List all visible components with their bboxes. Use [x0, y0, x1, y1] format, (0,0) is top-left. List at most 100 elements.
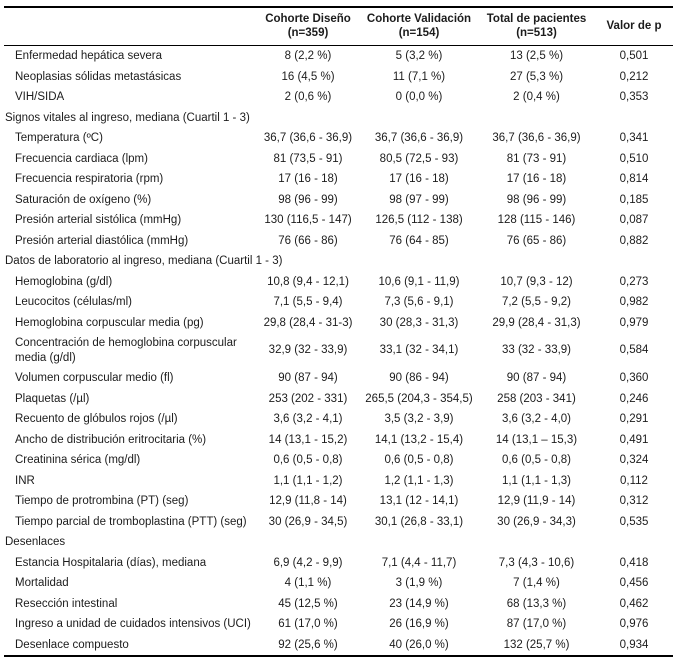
- table-row: Leucocitos (células/ml) 7,1 (5,5 - 9,4) 7,…: [4, 292, 673, 313]
- cell-p-value: 0,273: [619, 275, 649, 288]
- table-row: Plaquetas (/µl) 253 (202 - 331) 265,5 (204…: [4, 389, 673, 410]
- cell-value: 1,1 (1,1 - 1,3): [501, 474, 572, 487]
- row-label: Desenlace compuesto: [15, 638, 129, 651]
- row-label: Neoplasias sólidas metastásicas: [15, 70, 182, 83]
- cell-value: 90 (87 - 94): [506, 372, 567, 384]
- cell-value: 12,9 (11,9 - 14): [497, 495, 576, 507]
- section-header-row: Signos vitales al ingreso, mediana (Cuar…: [4, 108, 673, 129]
- header-empty-cell: [4, 7, 256, 46]
- table-row: Desenlace compuesto 92 (25,6 %) 40 (26,0 %…: [4, 635, 673, 657]
- cell-p-value: 0,501: [619, 50, 649, 62]
- cell-value: 30 (26,9 - 34,3): [497, 515, 576, 528]
- cell-value: 98 (96 - 99): [506, 193, 567, 206]
- cell-value: 40 (26,0 %): [389, 638, 449, 651]
- cell-p-value: 0,360: [619, 372, 649, 384]
- cell-p-value: 0,462: [619, 597, 649, 610]
- table-row: Hemoglobina (g/dl) 10,8 (9,4 - 12,1) 10,6 …: [4, 272, 673, 293]
- cell-value: 29,9 (28,4 - 31,3): [492, 316, 581, 329]
- table-row: VIH/SIDA 2 (0,6 %) 0 (0,0 %) 2 (0,4 %) 0,353: [4, 87, 673, 108]
- cell-p-value: 0,510: [619, 152, 649, 165]
- cell-value: 130 (116,5 - 147): [264, 214, 352, 226]
- header-label: Cohorte Validación: [366, 13, 472, 25]
- cell-value: 0,6 (0,5 - 0,8): [384, 454, 454, 466]
- cell-value: 3,5 (3,2 - 3,9): [384, 413, 454, 425]
- section-header-label: Desenlaces: [5, 536, 66, 548]
- cell-value: 30,1 (26,8 - 33,1): [374, 515, 464, 528]
- cell-value: 36,7 (36,6 - 36,9): [263, 132, 353, 144]
- cell-value: 10,8 (9,4 - 12,1): [267, 275, 349, 288]
- cell-value: 132 (25,7 %): [503, 638, 570, 651]
- table-row: Tiempo de protrombina (PT) (seg) 12,9 (11…: [4, 491, 673, 512]
- table-row: Temperatura (ºC) 36,7 (36,6 - 36,9) 36,7 (…: [4, 128, 673, 149]
- cell-value: 87 (17,0 %): [506, 618, 567, 630]
- table-row: Saturación de oxígeno (%) 98 (96 - 99) 98 …: [4, 190, 673, 211]
- cell-p-value: 0,976: [619, 618, 649, 630]
- row-label: Mortalidad: [15, 577, 69, 589]
- cell-value: 32,9 (32 - 33,9): [268, 344, 348, 357]
- cell-value: 17 (16 - 18): [278, 173, 338, 185]
- cell-value: 253 (202 - 331): [268, 392, 348, 405]
- cell-p-value: 0,584: [619, 344, 649, 357]
- cell-value: 61 (17,0 %): [278, 618, 338, 630]
- cell-value: 80,5 (72,5 - 93): [379, 152, 459, 165]
- section-header-label: Signos vitales al ingreso, mediana (Cuar…: [5, 111, 250, 124]
- row-label: Temperatura (ºC): [15, 132, 103, 144]
- table-row: Enfermedad hepática severa 8 (2,2 %) 5 (3,…: [4, 46, 673, 67]
- cell-value: 10,7 (9,3 - 12): [500, 275, 573, 288]
- cell-value: 33,1 (32 - 34,1): [379, 344, 459, 357]
- cell-p-value: 0,353: [619, 91, 649, 103]
- cell-p-value: 0,087: [619, 214, 649, 226]
- row-label: Hemoglobina corpuscular media (pg): [15, 316, 204, 329]
- cell-p-value: 0,291: [619, 413, 649, 425]
- row-label: Concentración de hemoglobina corpuscular…: [15, 337, 237, 364]
- cell-value: 76 (66 - 86): [278, 234, 338, 247]
- cell-value: 7,1 (4,4 - 11,7): [381, 556, 457, 569]
- cell-value: 5 (3,2 %): [395, 50, 443, 62]
- table-row: Estancia Hospitalaria (días), mediana 6,9…: [4, 553, 673, 574]
- clinical-comparison-table: Cohorte Diseño (n=359) Cohorte Validació…: [4, 6, 673, 657]
- section-header-row: Desenlaces: [4, 532, 673, 553]
- cell-value: 23 (14,9 %): [389, 597, 449, 610]
- cell-p-value: 0,341: [619, 132, 649, 144]
- cell-p-value: 0,934: [619, 638, 649, 651]
- section-header-row: Datos de laboratorio al ingreso, mediana…: [4, 251, 673, 272]
- cell-value: 10,6 (9,1 - 11,9): [378, 275, 460, 288]
- row-label: Ingreso a unidad de cuidados intensivos …: [15, 618, 251, 630]
- table-row: Tiempo parcial de tromboplastina (PTT) (…: [4, 512, 673, 533]
- header-cohorte-diseno: Cohorte Diseño (n=359): [256, 7, 360, 46]
- row-label: Plaquetas (/µl): [15, 392, 90, 405]
- cell-value: 128 (115 - 146): [497, 214, 576, 226]
- header-sublabel: (n=359): [287, 27, 329, 39]
- cell-value: 17 (16 - 18): [506, 173, 567, 185]
- cell-value: 258 (203 - 341): [497, 392, 576, 405]
- cell-value: 13 (2,5 %): [509, 50, 564, 62]
- table-row: Frecuencia cardiaca (lpm) 81 (73,5 - 91) 8…: [4, 149, 673, 170]
- header-row: Cohorte Diseño (n=359) Cohorte Validació…: [4, 7, 673, 46]
- table-header: Cohorte Diseño (n=359) Cohorte Validació…: [4, 7, 673, 46]
- cell-value: 81 (73,5 - 91): [273, 152, 343, 165]
- table-row: Ancho de distribución eritrocitaria (%) 1…: [4, 430, 673, 451]
- cell-value: 90 (86 - 94): [389, 372, 449, 384]
- cell-value: 3 (1,9 %): [395, 577, 443, 589]
- cell-value: 14,1 (13,2 - 15,4): [374, 433, 464, 446]
- cell-p-value: 0,324: [619, 454, 649, 466]
- table-row: Frecuencia respiratoria (rpm) 17 (16 - 18…: [4, 169, 673, 190]
- cell-value: 265,5 (204,3 - 354,5): [365, 392, 473, 405]
- cell-p-value: 0,312: [619, 495, 649, 507]
- cell-value: 76 (65 - 86): [506, 234, 567, 247]
- row-label: Frecuencia respiratoria (rpm): [15, 173, 164, 185]
- row-label: Ancho de distribución eritrocitaria (%): [15, 433, 207, 446]
- table-row: Concentración de hemoglobina corpuscular…: [4, 333, 673, 368]
- cell-value: 0,6 (0,5 - 0,8): [273, 454, 343, 466]
- cell-value: 17 (16 - 18): [389, 173, 449, 185]
- cell-value: 81 (73 - 91): [506, 152, 567, 165]
- cell-value: 33 (32 - 33,9): [501, 344, 572, 357]
- table-row: Hemoglobina corpuscular media (pg) 29,8 (…: [4, 313, 673, 334]
- table-row: Presión arterial sistólica (mmHg) 130 (11…: [4, 210, 673, 231]
- row-label: Hemoglobina (g/dl): [15, 275, 113, 288]
- table-body: Enfermedad hepática severa 8 (2,2 %) 5 (3,…: [4, 46, 673, 657]
- cell-value: 30 (26,9 - 34,5): [268, 515, 348, 528]
- table-row: Recuento de glóbulos rojos (/µl) 3,6 (3,2…: [4, 409, 673, 430]
- row-label: Presión arterial sistólica (mmHg): [15, 214, 182, 226]
